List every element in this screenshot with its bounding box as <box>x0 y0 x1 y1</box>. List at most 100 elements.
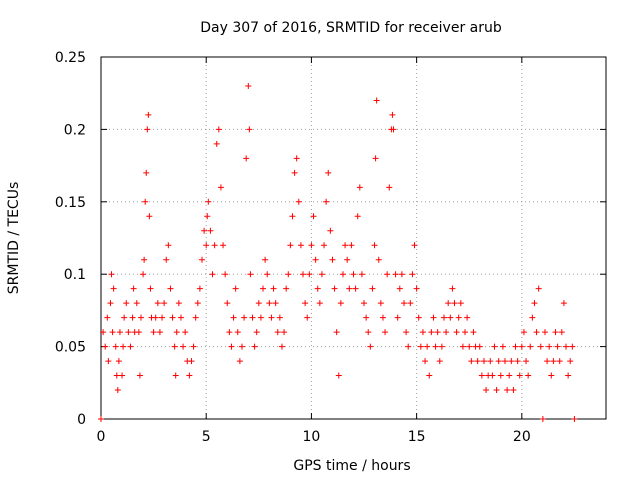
data-point <box>289 213 296 220</box>
x-tick-label: 20 <box>513 429 531 445</box>
data-point <box>257 314 264 321</box>
data-point <box>565 372 572 379</box>
data-point <box>550 358 557 365</box>
data-point <box>123 300 130 307</box>
data-point <box>401 300 407 307</box>
data-point <box>365 329 372 336</box>
data-point <box>428 329 435 336</box>
data-point <box>520 329 527 336</box>
data-point <box>260 285 267 292</box>
data-point <box>234 329 241 336</box>
data-point <box>554 343 561 350</box>
data-point <box>379 314 386 321</box>
data-point <box>130 285 137 292</box>
data-point <box>188 358 195 365</box>
data-point <box>403 329 410 336</box>
x-tick-label: 0 <box>97 429 106 445</box>
data-point <box>156 329 163 336</box>
data-point <box>120 343 127 350</box>
data-point <box>464 314 471 321</box>
data-point <box>436 358 443 365</box>
data-point <box>438 343 445 350</box>
data-point <box>323 198 330 205</box>
y-axis-label: SRMTID / TECUs <box>6 182 22 295</box>
data-point <box>308 242 315 249</box>
data-point <box>390 126 397 133</box>
data-point <box>136 372 143 379</box>
data-point <box>199 256 205 263</box>
data-point <box>552 329 559 336</box>
data-point <box>525 372 532 379</box>
data-point <box>348 242 355 249</box>
data-point <box>339 271 346 278</box>
x-tick-label: 15 <box>408 429 426 445</box>
data-point <box>163 256 170 263</box>
data-point <box>283 285 290 292</box>
data-point <box>407 300 414 307</box>
data-point <box>363 314 370 321</box>
data-point <box>175 300 182 307</box>
data-point <box>514 358 521 365</box>
data-point <box>462 329 469 336</box>
data-point <box>272 300 279 307</box>
data-point <box>548 372 555 379</box>
data-point <box>102 343 109 350</box>
data-point <box>108 271 115 278</box>
data-point <box>215 126 222 133</box>
data-point <box>217 184 224 191</box>
data-point <box>449 285 456 292</box>
data-point <box>314 285 321 292</box>
data-point <box>306 271 313 278</box>
data-point <box>291 169 298 176</box>
data-point <box>510 387 517 394</box>
data-point <box>300 271 306 278</box>
data-point <box>226 329 233 336</box>
data-point <box>470 329 477 336</box>
data-point <box>276 314 283 321</box>
data-point <box>344 256 351 263</box>
data-point <box>98 416 104 422</box>
data-point <box>533 329 540 336</box>
data-point <box>384 271 391 278</box>
data-point <box>194 300 201 307</box>
data-point <box>182 329 189 336</box>
data-point <box>186 372 193 379</box>
data-point <box>150 329 157 336</box>
data-point <box>411 242 418 249</box>
data-point <box>546 343 553 350</box>
grid <box>101 57 606 419</box>
data-point <box>422 358 429 365</box>
data-point <box>266 300 273 307</box>
data-point <box>415 314 422 321</box>
data-point <box>246 126 253 133</box>
data-point <box>356 184 363 191</box>
data-point <box>504 387 511 394</box>
data-point <box>262 256 269 263</box>
data-point <box>293 155 300 162</box>
data-point <box>424 343 431 350</box>
data-point <box>110 285 117 292</box>
data-point <box>238 343 245 350</box>
data-point <box>445 300 452 307</box>
data-point <box>135 329 142 336</box>
data-point <box>114 387 121 394</box>
data-point <box>247 271 254 278</box>
data-point <box>173 329 180 336</box>
data-point <box>478 372 485 379</box>
data-point <box>508 358 515 365</box>
data-point <box>346 285 353 292</box>
data-point <box>358 271 365 278</box>
data-point <box>192 314 199 321</box>
data-point <box>310 213 317 220</box>
data-point <box>143 169 150 176</box>
data-point <box>493 387 500 394</box>
data-point <box>434 329 441 336</box>
data-point <box>398 271 405 278</box>
data-point <box>274 329 281 336</box>
data-point <box>121 314 128 321</box>
data-point <box>531 300 538 307</box>
x-tick-label: 5 <box>202 429 211 445</box>
data-point <box>129 314 136 321</box>
data-point <box>172 372 179 379</box>
